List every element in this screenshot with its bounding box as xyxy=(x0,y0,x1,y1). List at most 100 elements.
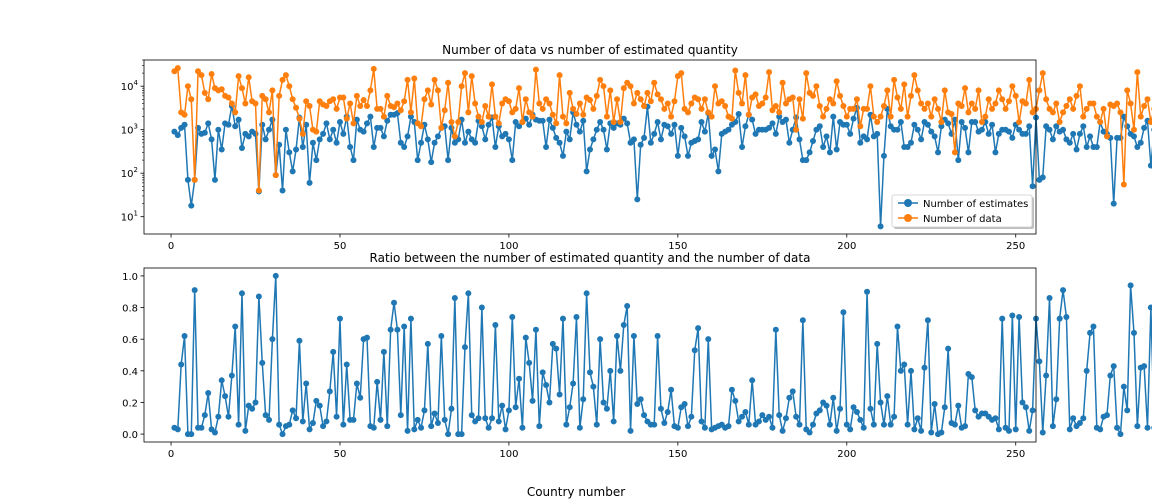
data-point xyxy=(215,413,222,420)
data-point xyxy=(593,126,600,133)
data-point xyxy=(404,76,411,83)
x-tick-label: 0 xyxy=(168,241,174,252)
y-tick-label: 0.8 xyxy=(122,304,138,315)
data-point xyxy=(870,113,877,120)
data-point xyxy=(840,309,847,316)
data-point xyxy=(201,89,208,96)
data-point xyxy=(478,123,485,130)
y-tick-label: 0.2 xyxy=(122,398,138,409)
data-point xyxy=(603,146,610,153)
data-point xyxy=(461,344,468,351)
bottom-panel-title: Ratio between the number of estimated qu… xyxy=(370,251,811,265)
data-point xyxy=(580,117,587,124)
data-point xyxy=(580,396,587,403)
data-point xyxy=(330,96,337,103)
data-point xyxy=(272,172,279,179)
data-point xyxy=(495,120,502,127)
data-point xyxy=(262,96,269,103)
data-point xyxy=(434,87,441,94)
data-point xyxy=(441,107,448,114)
data-point xyxy=(428,423,435,430)
data-point xyxy=(313,397,320,404)
data-point xyxy=(418,424,425,431)
data-point xyxy=(1124,87,1131,94)
data-point xyxy=(1097,119,1104,126)
data-point xyxy=(1134,144,1141,150)
data-point xyxy=(320,423,327,430)
data-point xyxy=(353,380,360,387)
data-point xyxy=(451,133,458,140)
data-point xyxy=(887,113,894,120)
data-point xyxy=(941,404,948,411)
data-point xyxy=(546,116,553,123)
data-point xyxy=(418,123,425,130)
data-point xyxy=(654,119,661,126)
data-point xyxy=(664,100,671,107)
data-point xyxy=(583,168,590,175)
data-point xyxy=(668,386,675,393)
data-point xyxy=(232,123,239,130)
data-point xyxy=(238,85,245,92)
data-point xyxy=(857,139,864,146)
data-point xyxy=(397,412,404,419)
data-point xyxy=(810,421,816,428)
data-point xyxy=(735,418,742,425)
x-tick-label: 50 xyxy=(334,241,347,252)
data-point xyxy=(414,416,421,423)
data-point xyxy=(235,116,242,123)
data-point xyxy=(830,113,837,120)
data-point xyxy=(668,113,675,120)
data-point xyxy=(441,416,448,423)
data-point xyxy=(279,431,286,438)
data-point xyxy=(583,290,590,297)
data-point xyxy=(272,272,279,279)
data-point xyxy=(434,133,441,140)
data-point xyxy=(742,72,749,79)
data-point xyxy=(657,405,664,412)
data-point xyxy=(549,111,556,118)
data-point xyxy=(894,323,901,330)
data-point xyxy=(627,427,634,434)
data-point xyxy=(603,405,610,412)
data-point xyxy=(431,139,438,146)
data-point xyxy=(664,408,671,415)
data-point xyxy=(732,397,739,404)
data-point xyxy=(566,89,573,96)
data-point xyxy=(580,111,587,118)
data-point xyxy=(786,394,793,401)
data-point xyxy=(1114,424,1121,431)
data-point xyxy=(820,113,827,120)
data-point xyxy=(357,394,364,401)
data-point xyxy=(198,72,205,79)
data-point xyxy=(519,119,526,126)
top-panel: Number of data vs number of estimated qu… xyxy=(121,43,1152,252)
data-point xyxy=(286,149,293,156)
data-point xyxy=(512,119,519,126)
data-point xyxy=(407,113,414,120)
data-point xyxy=(918,136,925,143)
data-point xyxy=(468,412,475,419)
data-point xyxy=(340,94,347,101)
data-point xyxy=(867,83,874,90)
data-point xyxy=(559,113,566,120)
data-point xyxy=(651,79,658,86)
data-point xyxy=(793,413,800,420)
data-point xyxy=(695,136,702,143)
data-point xyxy=(576,424,583,431)
data-point xyxy=(644,89,651,96)
data-point xyxy=(887,421,894,428)
data-point xyxy=(418,139,425,146)
data-point xyxy=(222,393,229,400)
data-point xyxy=(661,420,668,427)
data-point xyxy=(985,130,992,137)
data-point xyxy=(1009,83,1016,90)
data-point xyxy=(843,421,850,428)
data-point xyxy=(266,416,273,423)
data-point xyxy=(641,412,648,419)
data-point xyxy=(1137,139,1144,146)
series-line-ratio xyxy=(174,275,1152,435)
figure-x-axis-label: Country number xyxy=(527,485,625,499)
data-point xyxy=(505,136,512,143)
data-point xyxy=(1026,76,1033,83)
data-point xyxy=(1063,314,1070,321)
